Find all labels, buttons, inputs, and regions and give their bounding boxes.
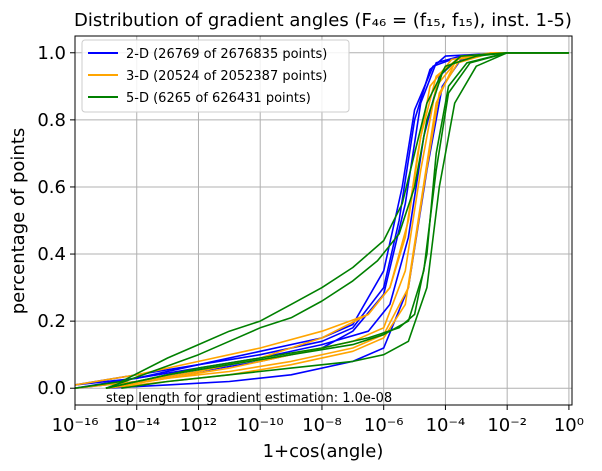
x-tick-label: 10⁻⁴: [426, 415, 466, 436]
series-lines: [74, 52, 569, 389]
y-tick-label: 0.6: [37, 177, 66, 198]
x-tick-label: 10⁻¹⁶: [52, 415, 99, 436]
axis-ticks: 10⁻¹⁶ 10⁻¹⁴ 10¹² 10⁻¹⁰ 10⁻⁸ 10⁻⁶ 10⁻⁴ 10⁻² 10⁰ 0.…: [37, 43, 584, 436]
y-tick-label: 0.4: [37, 244, 66, 265]
legend: 2-D (26769 of 2676835 points) 3-D (20524…: [81, 39, 350, 113]
chart-title: Distribution of gradient angles (F₄₆ = (…: [74, 10, 572, 31]
y-tick-label: 0.8: [37, 110, 66, 131]
y-axis-label: percentage of points: [8, 128, 29, 315]
x-tick-label: 10⁰: [554, 415, 584, 436]
y-tick-label: 0.0: [37, 378, 66, 399]
series-line-3-d-6: [105, 52, 569, 389]
legend-label-5d: 5-D (6265 of 626431 points): [126, 91, 311, 106]
legend-box: [81, 39, 350, 113]
legend-label-2d: 2-D (26769 of 2676835 points): [126, 47, 327, 62]
x-tick-label: 10⁻¹⁰: [237, 415, 284, 436]
x-tick-label: 10⁻¹⁴: [113, 415, 160, 436]
x-tick-label: 10¹²: [180, 415, 217, 436]
series-line-5-d-14: [121, 52, 569, 389]
y-tick-label: 0.2: [37, 311, 66, 332]
x-tick-label: 10⁻²: [487, 415, 527, 436]
plot-frame: [74, 35, 573, 406]
x-axis-label: 1+cos(angle): [263, 441, 384, 462]
series-line-5-d-11: [105, 52, 569, 389]
x-tick-label: 10⁻⁸: [302, 415, 342, 436]
series-line-5-d-10: [74, 52, 569, 389]
legend-label-3d: 3-D (20524 of 2052387 points): [126, 69, 327, 84]
x-tick-label: 10⁻⁶: [364, 415, 404, 436]
series-line-5-d-13: [105, 52, 569, 389]
series-line-3-d-8: [74, 52, 569, 386]
y-tick-label: 1.0: [37, 43, 66, 64]
step-length-annotation: step length for gradient estimation: 1.0…: [106, 391, 392, 406]
